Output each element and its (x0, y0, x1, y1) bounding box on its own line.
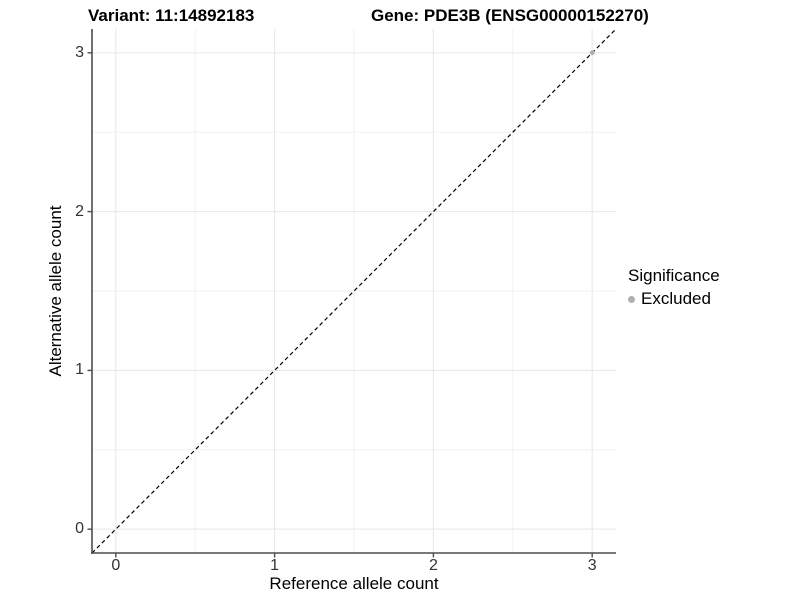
x-tick-label-0: 0 (111, 557, 121, 574)
plot-title-gene: Gene: PDE3B (ENSG00000152270) (371, 6, 649, 25)
legend-title: Significance (628, 266, 720, 285)
y-tick-label-2: 2 (75, 202, 84, 220)
x-tick-label-2: 2 (428, 557, 438, 574)
axis-lines (91, 29, 616, 554)
scatter-point (589, 50, 595, 56)
data-points (589, 50, 595, 56)
axis-tick-marks (87, 52, 593, 558)
legend-items: Excluded (628, 289, 720, 309)
y-axis-title: Alternative allele count (46, 205, 65, 377)
y-tick-label-3: 3 (75, 43, 84, 61)
legend: Significance Excluded (628, 266, 720, 309)
y-tick-label-0: 0 (75, 520, 84, 538)
legend-item-label: Excluded (641, 289, 711, 308)
legend-item-excluded: Excluded (628, 289, 720, 309)
x-tick-label-1: 1 (270, 557, 280, 574)
y-tick-label-1: 1 (75, 361, 84, 379)
x-axis-title: Reference allele count (269, 574, 439, 593)
major-gridlines (92, 29, 616, 553)
legend-point-icon (628, 295, 635, 303)
x-tick-label-3: 3 (587, 557, 597, 574)
identity-dashed-line (91, 28, 617, 554)
plot-title-variant: Variant: 11:14892183 (88, 6, 255, 25)
minor-gridlines (92, 29, 616, 553)
